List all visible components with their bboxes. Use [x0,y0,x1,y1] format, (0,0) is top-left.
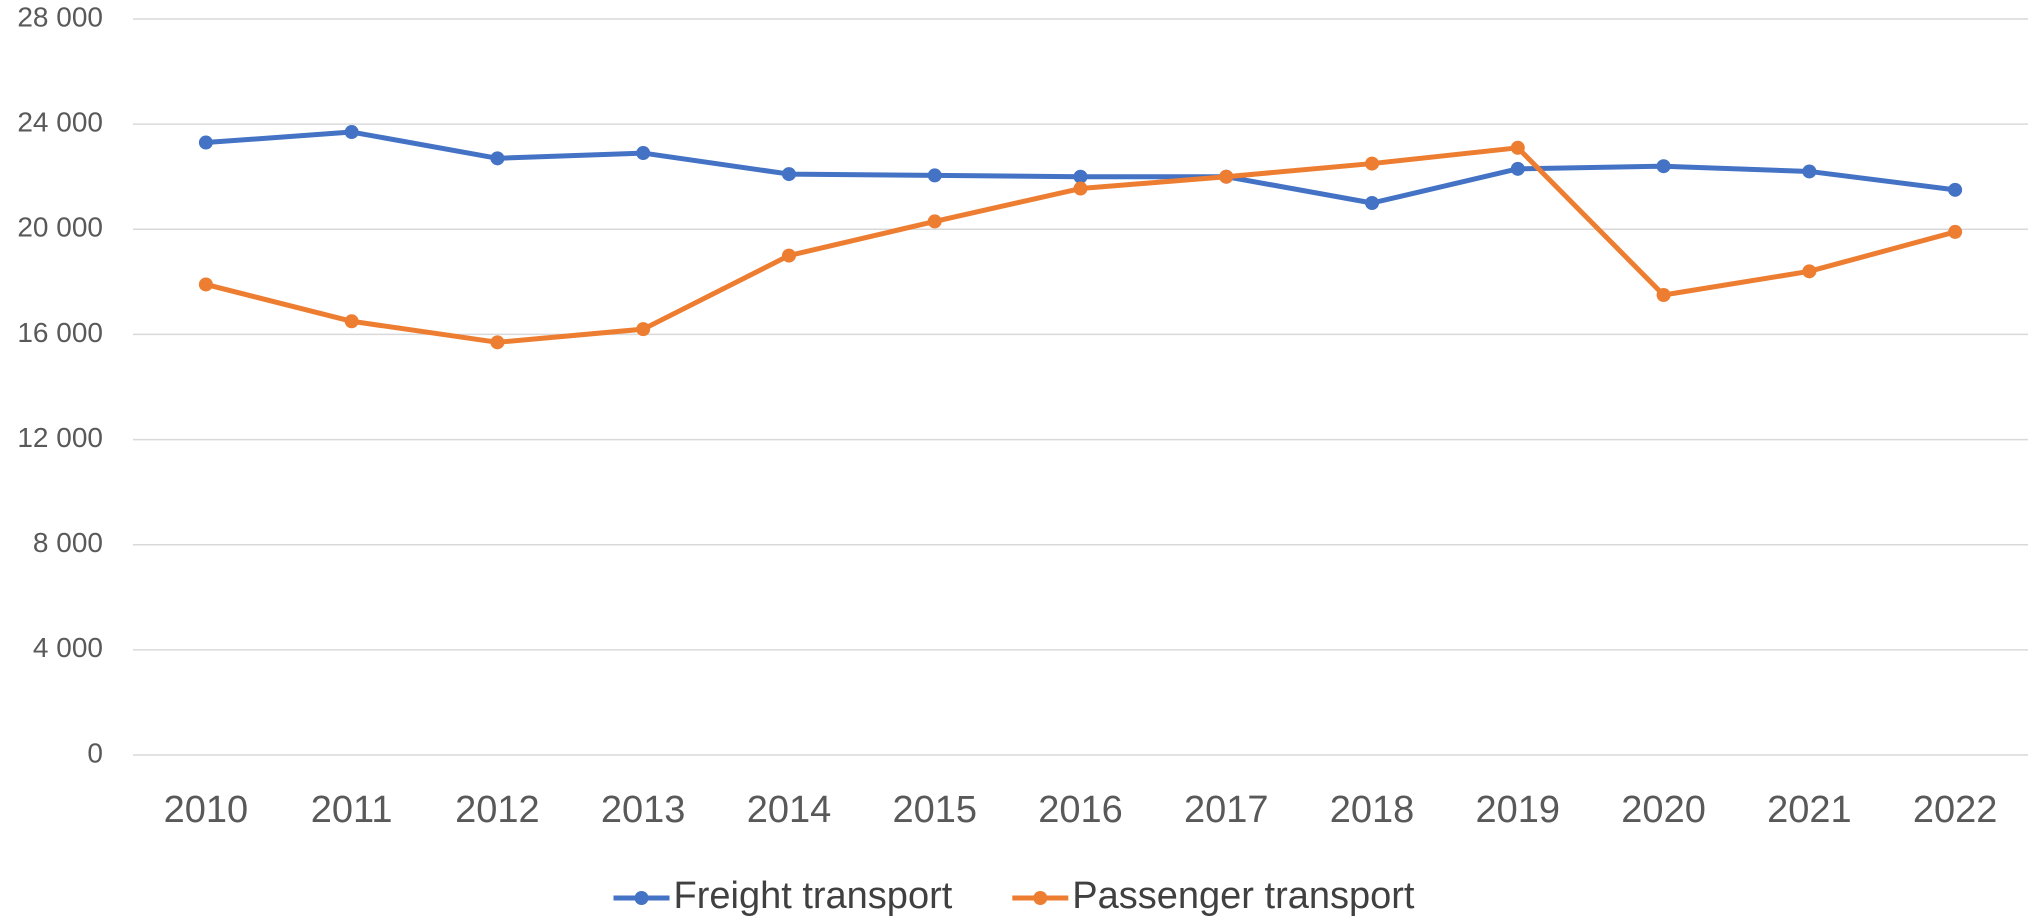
data-point [1802,264,1817,279]
data-point [1365,196,1380,210]
x-tick-label: 2013 [601,789,686,831]
x-tick-label: 2012 [455,789,540,831]
data-point [1073,169,1088,184]
x-tick-label: 2017 [1184,789,1269,831]
data-point [198,277,213,292]
x-tick-label: 2016 [1038,789,1123,831]
data-point [927,214,942,229]
y-tick-label: 16 000 [17,317,103,348]
x-tick-label: 2020 [1621,789,1706,831]
data-point [1365,156,1380,171]
x-tick-label: 2015 [892,789,977,831]
legend-label: Passenger transport [1072,875,1415,917]
x-tick-label: 2010 [164,789,249,831]
data-point [490,151,505,166]
y-tick-label: 12 000 [17,422,103,453]
x-tick-label: 2021 [1767,789,1852,831]
x-tick-label: 2019 [1476,789,1561,831]
data-point [1219,169,1234,184]
y-tick-label: 0 [87,737,103,768]
data-point [344,125,359,140]
data-point [198,135,213,150]
y-tick-label: 4 000 [33,632,103,663]
y-tick-label: 28 000 [17,1,103,32]
data-point [1948,224,1963,239]
x-tick-label: 2011 [311,789,393,831]
y-tick-label: 20 000 [17,212,103,243]
x-tick-label: 2014 [747,789,832,831]
data-point [1948,182,1963,197]
data-point [1510,161,1525,176]
x-tick-label: 2018 [1330,789,1415,831]
data-point [344,314,359,329]
data-point [1656,159,1671,174]
data-point [781,248,796,263]
y-tick-label: 8 000 [33,527,103,558]
data-point [1510,140,1525,155]
data-point [1073,181,1088,196]
data-point [490,335,505,350]
legend-label: Freight transport [674,875,953,917]
y-tick-label: 24 000 [17,107,103,138]
data-point [636,322,651,337]
legend-marker [634,891,649,905]
legend-marker [1033,891,1048,905]
data-point [781,167,796,182]
data-point [1656,288,1671,302]
data-point [636,146,651,161]
x-tick-label: 2022 [1913,789,1998,831]
data-point [1802,164,1817,179]
data-point [927,168,942,183]
